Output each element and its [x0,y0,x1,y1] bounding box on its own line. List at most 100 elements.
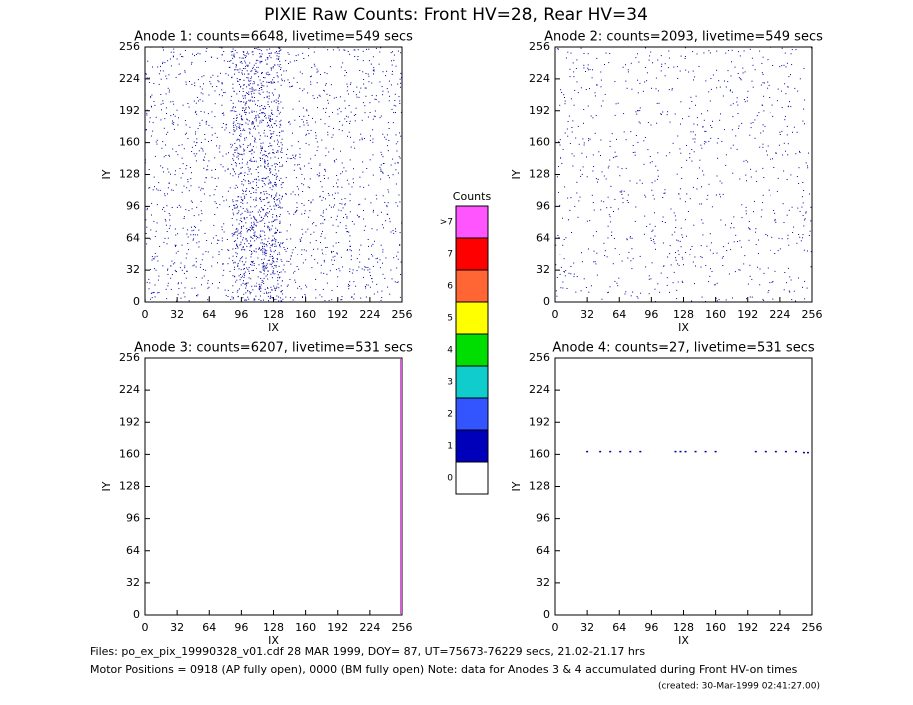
y-tick-label: 224 [119,72,140,85]
footer-line: (created: 30-Mar-1999 02:41:27.00) [658,682,820,692]
point [802,451,805,454]
plot-frame [554,357,813,616]
colorbar-label: 3 [447,378,453,388]
colorbar-label: 2 [447,410,453,420]
x-tick-label: 128 [673,621,694,634]
x-axis-label: IX [678,634,689,647]
y-tick-label: 224 [529,383,550,396]
colorbar-label: 1 [447,442,453,452]
x-tick-label: 128 [263,621,284,634]
y-tick-label: 0 [133,295,140,308]
x-tick-label: 64 [612,308,626,321]
x-tick-label: 32 [170,308,184,321]
point [754,450,757,453]
x-tick-label: 96 [644,308,658,321]
y-tick-label: 0 [543,295,550,308]
colorbar-title: Counts [453,190,492,203]
y-tick-label: 64 [126,231,140,244]
x-tick-label: 256 [392,308,413,321]
y-tick-label: 256 [119,40,140,53]
x-tick-label: 0 [142,621,149,634]
x-tick-label: 96 [234,621,248,634]
y-tick-label: 64 [126,544,140,557]
colorbar-swatch [455,269,489,303]
point [609,450,612,453]
dot-texture [145,47,402,302]
plot-frame [144,357,403,616]
x-axis-label: IX [678,321,689,334]
x-tick-label: 96 [644,621,658,634]
y-tick-label: 32 [536,576,550,589]
colorbar-swatch [455,301,489,335]
colorbar-label: 4 [447,346,453,356]
y-tick-label: 256 [119,351,140,364]
point [629,450,632,453]
x-tick-label: 128 [263,308,284,321]
x-tick-label: 64 [202,621,216,634]
y-tick-label: 128 [119,168,140,181]
y-axis-label: IY [100,481,113,491]
x-tick-label: 256 [802,308,823,321]
x-tick-label: 160 [295,621,316,634]
figure-title: PIXIE Raw Counts: Front HV=28, Rear HV=3… [264,5,648,25]
colorbar-swatch [455,205,489,239]
x-tick-label: 96 [234,308,248,321]
x-tick-label: 192 [737,621,758,634]
y-tick-label: 256 [529,351,550,364]
y-tick-label: 96 [126,512,140,525]
x-tick-label: 224 [359,308,380,321]
x-axis-label: IX [268,634,279,647]
colorbar-swatch [455,333,489,367]
x-tick-label: 160 [295,308,316,321]
y-tick-label: 64 [536,544,550,557]
footer-line: Files: po_ex_pix_19990328_v01.cdf 28 MAR… [90,645,645,658]
footer-line: Motor Positions = 0918 (AP fully open), … [90,663,798,676]
y-tick-label: 160 [529,136,550,149]
y-tick-label: 192 [529,415,550,428]
y-tick-label: 32 [126,263,140,276]
point [806,451,809,454]
x-tick-label: 0 [552,621,559,634]
colorbar-label: 7 [447,250,453,260]
panel-title: Anode 3: counts=6207, livetime=531 secs [134,341,413,356]
y-tick-label: 96 [126,199,140,212]
x-tick-label: 256 [802,621,823,634]
point [694,450,697,453]
x-tick-label: 192 [327,621,348,634]
y-tick-label: 32 [536,263,550,276]
x-tick-label: 160 [705,308,726,321]
x-tick-label: 32 [580,621,594,634]
y-axis-label: IY [510,169,523,179]
colorbar-swatch [455,365,489,399]
colorbar-swatch [455,429,489,463]
y-tick-label: 128 [119,480,140,493]
y-tick-label: 128 [529,168,550,181]
colorbar-label: 0 [447,474,453,484]
y-tick-label: 0 [133,608,140,621]
y-tick-label: 192 [529,104,550,117]
y-tick-label: 160 [119,136,140,149]
colorbar-label: 5 [447,314,453,324]
point [684,450,687,453]
y-tick-label: 192 [119,104,140,117]
y-tick-label: 160 [529,447,550,460]
panel-title: Anode 1: counts=6648, livetime=549 secs [134,30,413,45]
y-axis-label: IY [100,169,113,179]
y-tick-label: 32 [126,576,140,589]
y-tick-label: 96 [536,199,550,212]
x-tick-label: 128 [673,308,694,321]
y-tick-label: 256 [529,40,550,53]
y-tick-label: 128 [529,480,550,493]
point [794,450,797,453]
y-tick-label: 96 [536,512,550,525]
point [704,450,707,453]
x-tick-label: 256 [392,621,413,634]
colorbar-label: 6 [447,282,453,292]
dot-texture [555,47,812,302]
point [679,450,682,453]
x-tick-label: 0 [142,308,149,321]
x-tick-label: 192 [737,308,758,321]
colorbar-label: >7 [440,218,453,228]
